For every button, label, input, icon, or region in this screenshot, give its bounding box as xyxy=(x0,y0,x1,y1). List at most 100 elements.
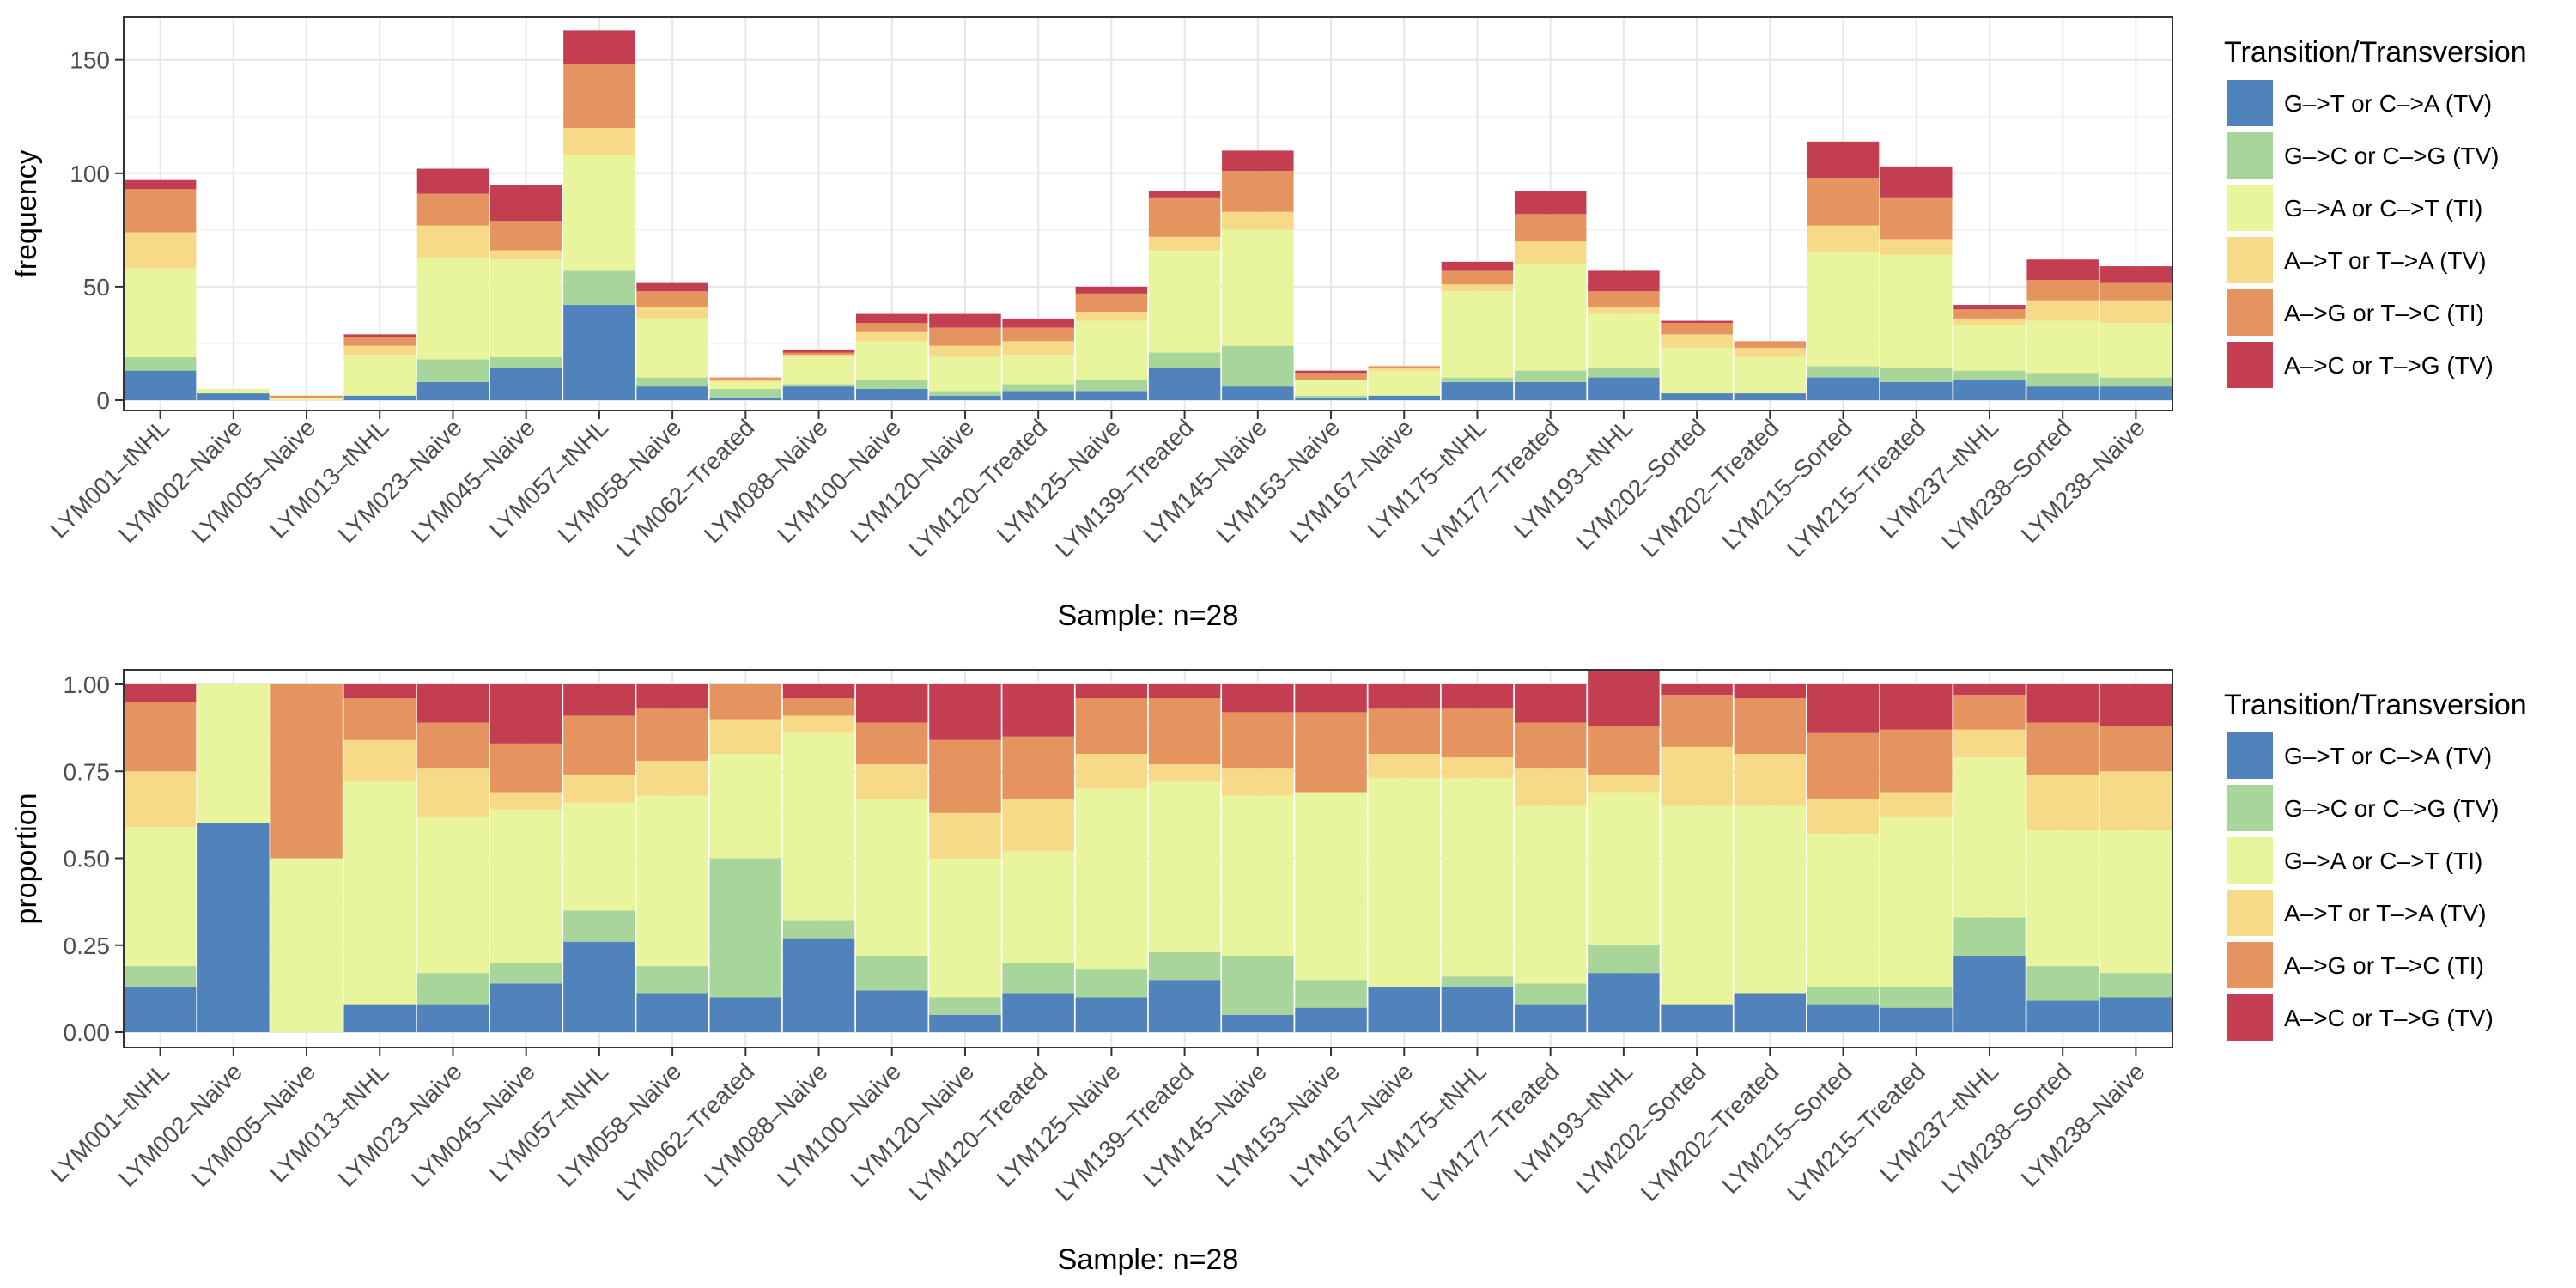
frequency-bar-segment xyxy=(782,384,855,387)
frequency-bar-segment xyxy=(1880,381,1953,400)
proportion-bar-segment xyxy=(1441,987,1514,1032)
proportion-y-tick-label: 0.25 xyxy=(64,933,111,959)
proportion-bar-segment xyxy=(1514,983,1587,1005)
frequency-bar-segment xyxy=(709,388,782,398)
proportion-bar-segment xyxy=(1148,684,1221,699)
proportion-bar-segment xyxy=(1368,754,1441,779)
proportion-bar-segment xyxy=(855,764,928,799)
proportion-legend-label: G–>T or C–>A (TV) xyxy=(2284,743,2492,769)
proportion-bar-segment xyxy=(489,792,562,810)
proportion-x-axis-label: Sample: n=28 xyxy=(1058,1243,1239,1276)
proportion-bar-segment xyxy=(416,684,489,723)
proportion-bar-segment xyxy=(2099,684,2172,726)
frequency-bar-segment xyxy=(1807,225,1880,253)
proportion-bar-segment xyxy=(1148,781,1221,952)
proportion-bar-segment xyxy=(1514,722,1587,769)
proportion-bar-segment xyxy=(1734,754,1807,806)
frequency-legend-label: G–>T or C–>A (TV) xyxy=(2284,90,2492,117)
frequency-bar-segment xyxy=(1441,261,1514,271)
frequency-bar-segment xyxy=(1075,380,1148,392)
proportion-bar-segment xyxy=(124,827,197,967)
frequency-bar-segment xyxy=(855,331,928,342)
proportion-bar-segment xyxy=(1807,732,1880,799)
frequency-bar-segment xyxy=(563,64,635,128)
proportion-bar-segment xyxy=(1222,684,1294,713)
frequency-bar-segment xyxy=(1441,284,1514,292)
proportion-bar-segment xyxy=(929,812,1001,859)
frequency-bar-segment xyxy=(343,355,416,396)
proportion-bar-segment xyxy=(709,997,782,1032)
frequency-bar-segment xyxy=(1441,377,1514,382)
frequency-bar-segment xyxy=(1953,370,2026,380)
proportion-bar-segment xyxy=(1075,684,1148,699)
proportion-bar-segment xyxy=(929,997,1001,1015)
proportion-bar-segment xyxy=(1075,754,1148,789)
frequency-bar-segment xyxy=(636,282,708,292)
proportion-bar-segment xyxy=(636,708,708,762)
frequency-bar-segment xyxy=(929,327,1001,346)
frequency-bar-segment xyxy=(1661,323,1733,335)
frequency-bar-segment xyxy=(1661,348,1733,394)
frequency-bar-segment xyxy=(416,381,489,400)
frequency-bars xyxy=(124,30,2172,400)
proportion-bar-segment xyxy=(1807,834,1880,987)
proportion-bar-segment xyxy=(1295,1007,1367,1032)
frequency-bar-segment xyxy=(416,168,489,194)
frequency-bar-segment xyxy=(1661,320,1733,324)
frequency-bar-segment xyxy=(1807,178,1880,226)
frequency-bar-segment xyxy=(2026,300,2099,321)
frequency-bar-segment xyxy=(855,380,928,389)
proportion-bar-segment xyxy=(563,715,635,775)
frequency-bar-segment xyxy=(563,270,635,306)
frequency-bar-segment xyxy=(1514,191,1587,215)
frequency-bar-segment xyxy=(1807,366,1880,378)
frequency-bar-segment xyxy=(1148,368,1221,400)
proportion-bar-segment xyxy=(709,858,782,998)
frequency-bar-segment xyxy=(1002,355,1074,385)
proportion-bar-segment xyxy=(1588,945,1660,974)
proportion-bar-segment xyxy=(929,684,1001,740)
frequency-bar-segment xyxy=(1734,393,1807,400)
frequency-bar-segment xyxy=(124,232,197,269)
proportion-legend-label: A–>T or T–>A (TV) xyxy=(2284,900,2487,927)
frequency-bar-segment xyxy=(1148,191,1221,198)
frequency-bar-segment xyxy=(1148,236,1221,251)
proportion-bar-segment xyxy=(1514,768,1587,806)
proportion-bar-segment xyxy=(124,702,197,772)
frequency-bar-segment xyxy=(1588,313,1660,369)
frequency-bar-segment xyxy=(1734,348,1807,357)
frequency-bar-segment xyxy=(489,185,562,222)
proportion-bar-segment xyxy=(2026,775,2099,831)
frequency-bar-segment xyxy=(1514,264,1587,371)
frequency-bar-segment xyxy=(1661,334,1733,349)
proportion-bar-segment xyxy=(1880,1007,1953,1032)
frequency-y-tick-label: 0 xyxy=(96,387,110,414)
frequency-bar-segment xyxy=(1514,381,1587,400)
proportion-y-tick-label: 0.75 xyxy=(64,758,111,785)
frequency-bar-segment xyxy=(1075,320,1148,380)
proportion-bar-segment xyxy=(1222,795,1294,956)
proportion-bar-segment xyxy=(1441,976,1514,987)
proportion-bar-segment xyxy=(489,963,562,984)
proportion-bar-segment xyxy=(855,955,928,991)
frequency-bar-segment xyxy=(1222,345,1294,387)
frequency-bar-segment xyxy=(2026,373,2099,387)
proportion-bar-segment xyxy=(1441,708,1514,758)
proportion-bar-segment xyxy=(1953,695,2026,730)
proportion-bar-segment xyxy=(197,684,270,823)
frequency-bar-segment xyxy=(929,395,1001,400)
proportion-legend-title: Transition/Transversion xyxy=(2224,689,2527,721)
proportion-bar-segment xyxy=(343,684,416,699)
proportion-bar-segment xyxy=(782,938,855,1032)
frequency-y-tick-label: 50 xyxy=(83,274,110,301)
proportion-bar-segment xyxy=(416,722,489,769)
frequency-bar-segment xyxy=(1222,229,1294,346)
frequency-bar-segment xyxy=(1002,318,1074,328)
frequency-bar-segment xyxy=(563,305,635,400)
proportion-bars xyxy=(124,670,2172,1032)
proportion-bar-segment xyxy=(1148,951,1221,981)
frequency-bar-segment xyxy=(124,370,197,400)
frequency-bar-segment xyxy=(855,323,928,332)
frequency-bar-segment xyxy=(709,381,782,389)
